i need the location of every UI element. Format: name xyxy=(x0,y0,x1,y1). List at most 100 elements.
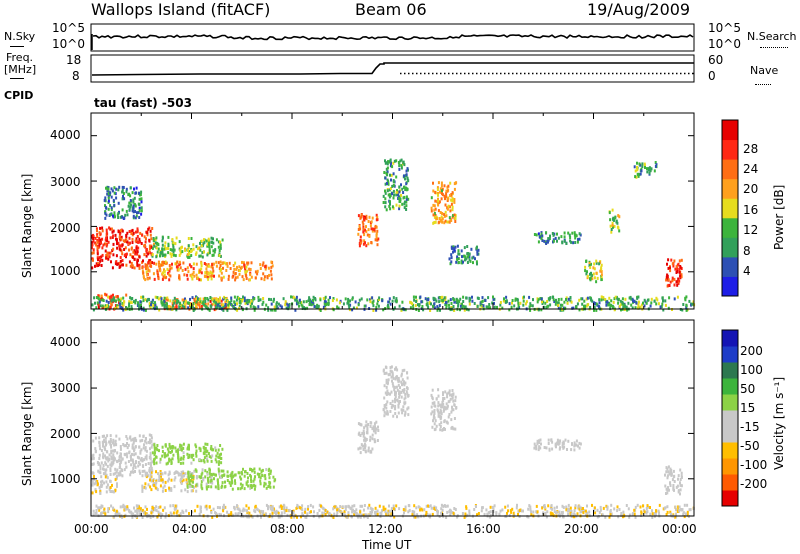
power-cell-6 xyxy=(257,305,260,309)
velocity-cell-3 xyxy=(267,469,270,472)
velocity-cell-5 xyxy=(518,509,521,512)
power-cell-8 xyxy=(384,159,386,163)
power-cell-3 xyxy=(210,240,213,244)
power-cell-6 xyxy=(589,306,592,309)
velocity-cell-5 xyxy=(464,512,467,516)
velocity-cell-5 xyxy=(605,504,608,508)
velocity-cell-7 xyxy=(404,396,407,400)
power-cell-14 xyxy=(648,166,651,170)
velocity-cell-2 xyxy=(155,470,157,474)
velocity-cell-5 xyxy=(285,509,288,513)
velocity-cell-7 xyxy=(405,390,408,394)
velocity-cell-4 xyxy=(191,455,193,459)
velocity-cell-0 xyxy=(129,473,132,477)
power-cell-6 xyxy=(349,303,352,307)
velocity-cell-7 xyxy=(396,378,399,382)
power-cell-15 xyxy=(614,216,617,220)
velocity-cell-2 xyxy=(181,480,184,484)
power-cell-9 xyxy=(433,212,436,215)
power-cell-6 xyxy=(438,300,441,304)
power-cell-6 xyxy=(484,299,487,302)
velocity-cell-3 xyxy=(265,486,268,490)
power-cell-6 xyxy=(482,304,485,308)
power-cell-8 xyxy=(391,205,394,209)
velocity-cell-5 xyxy=(633,512,636,516)
power-cell-8 xyxy=(390,173,393,177)
power-cell-8 xyxy=(386,166,389,170)
velocity-cell-4 xyxy=(202,458,205,462)
power-cell-7 xyxy=(375,213,378,217)
velocity-cell-7 xyxy=(391,382,394,386)
velocity-cell-7 xyxy=(388,372,391,376)
velocity-cell-0 xyxy=(113,443,116,447)
velocity-cell-6 xyxy=(363,436,366,440)
power-cell-6 xyxy=(627,301,630,305)
velocity-cell-3 xyxy=(188,482,191,486)
velocity-cell-5 xyxy=(316,512,319,515)
power-cell-6 xyxy=(348,308,351,312)
velocity-cell-4 xyxy=(166,453,169,457)
power-cell-6 xyxy=(357,303,360,307)
velocity-cell-2 xyxy=(163,484,166,488)
power-cell-13 xyxy=(668,284,671,287)
power-cell-13 xyxy=(669,266,671,270)
velocity-cell-3 xyxy=(206,476,209,480)
x-tick-2400: 00:00 xyxy=(662,522,697,536)
velocity-cell-0 xyxy=(149,453,152,457)
velocity-cell-5 xyxy=(160,516,162,519)
power-cell-2 xyxy=(227,274,230,278)
velocity-cell-2 xyxy=(173,478,176,482)
power-cell-6 xyxy=(523,295,525,299)
velocity-cell-5 xyxy=(347,513,350,517)
power-cell-6 xyxy=(522,299,525,303)
velocity-cell-9 xyxy=(573,441,576,445)
velocity-cell-3 xyxy=(239,487,242,491)
velocity-cell-5 xyxy=(445,516,448,519)
colorbar-swatch xyxy=(722,490,738,507)
velocity-cell-0 xyxy=(98,462,101,466)
velocity-cell-5 xyxy=(512,511,515,515)
power-cell-10 xyxy=(452,250,454,254)
power-cell-0 xyxy=(125,238,128,242)
power-cell-6 xyxy=(618,304,621,308)
power-cell-6 xyxy=(608,296,611,300)
power-cell-6 xyxy=(184,297,186,301)
power-cell-6 xyxy=(572,306,575,310)
power-cell-10 xyxy=(470,247,473,251)
power-cell-3 xyxy=(181,250,184,254)
power-cell-0 xyxy=(127,242,130,246)
velocity-cell-6 xyxy=(359,446,362,450)
power-cell-0 xyxy=(145,249,148,253)
power-cell-6 xyxy=(590,297,592,301)
velocity-cell-4 xyxy=(175,449,178,453)
power-cell-9 xyxy=(441,193,444,197)
velocity-cell-2 xyxy=(164,489,167,492)
velocity-cell-10 xyxy=(679,478,682,481)
power-cell-6 xyxy=(158,308,161,312)
power-cell-9 xyxy=(441,212,444,215)
power-cell-2 xyxy=(157,274,160,278)
power-cell-6 xyxy=(306,306,309,310)
power-cell-6 xyxy=(102,299,105,302)
power-cell-14 xyxy=(644,166,646,169)
power-cell-0 xyxy=(91,243,94,247)
velocity-cell-4 xyxy=(169,451,172,454)
power-cell-11 xyxy=(574,236,577,240)
power-cell-2 xyxy=(236,275,239,279)
power-cell-6 xyxy=(560,297,563,301)
velocity-cell-0 xyxy=(130,438,133,442)
power-cell-6 xyxy=(205,305,208,309)
velocity-cell-5 xyxy=(123,505,126,509)
velocity-cell-7 xyxy=(398,395,401,399)
velocity-cell-3 xyxy=(202,478,205,482)
velocity-cell-5 xyxy=(609,509,612,512)
velocity-cell-3 xyxy=(272,485,275,489)
power-cell-8 xyxy=(400,164,403,168)
power-cell-6 xyxy=(430,302,432,306)
power-cell-6 xyxy=(225,297,227,301)
power-cell-8 xyxy=(403,206,406,210)
power-cell-1 xyxy=(103,198,106,202)
velocity-cell-5 xyxy=(98,508,101,512)
velocity-cell-1 xyxy=(109,486,112,489)
velocity-cell-5 xyxy=(670,512,672,516)
